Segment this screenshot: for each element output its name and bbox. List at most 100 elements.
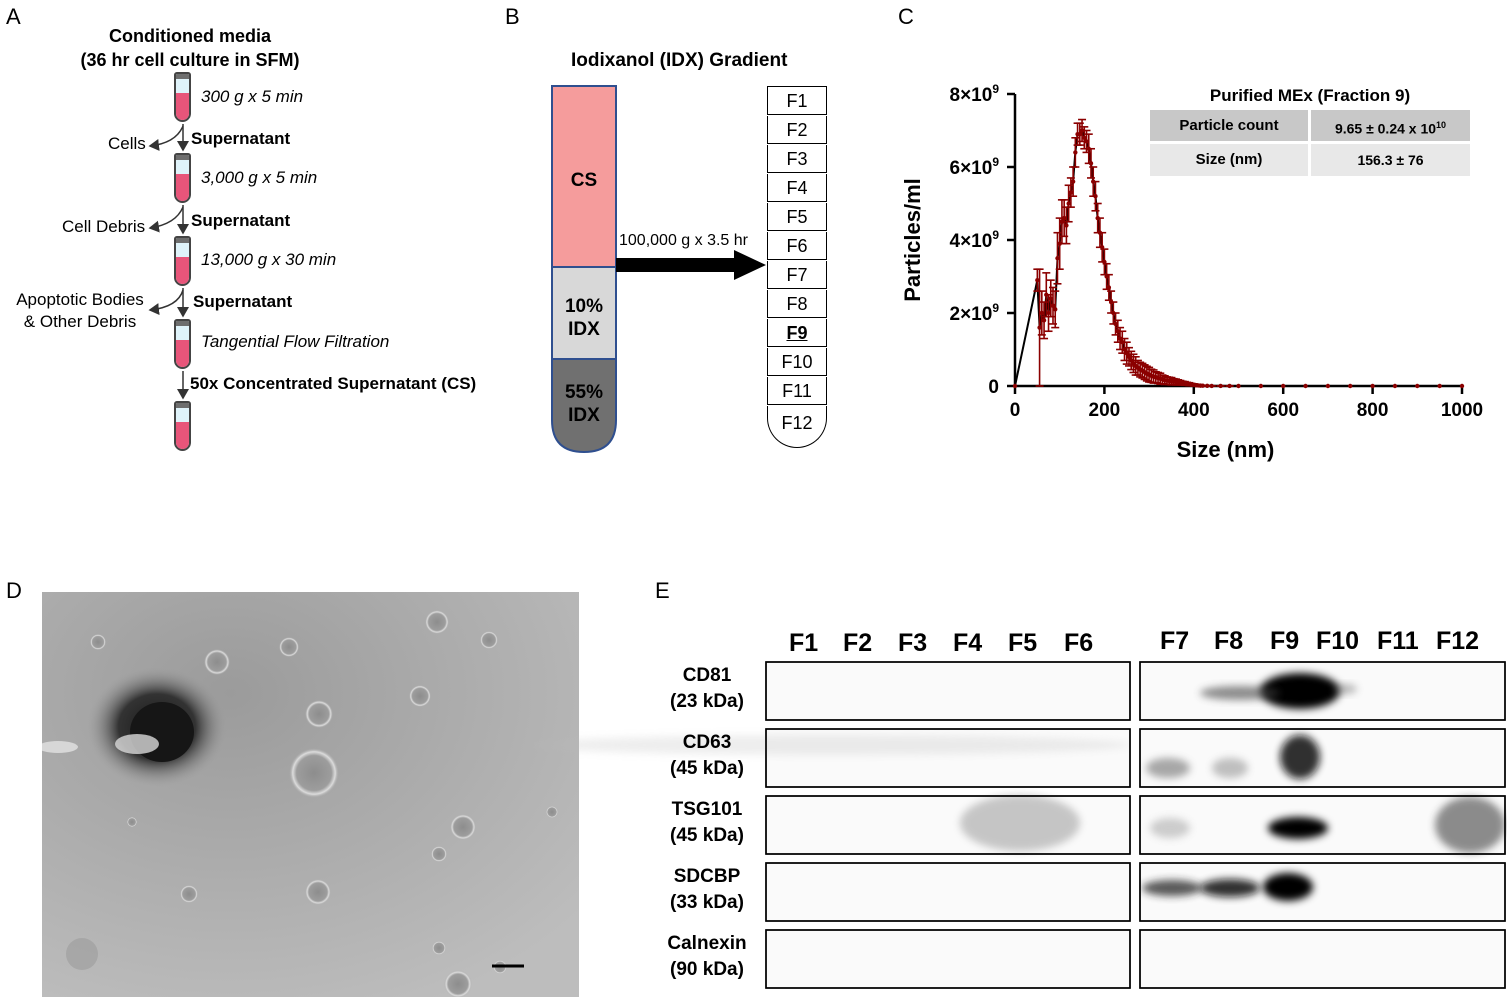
lane-label-f4: F4 — [953, 629, 983, 657]
removed-cell-debris: Cell Debris — [62, 217, 146, 236]
inset-row-1-value: 9.65 ± 0.24 x 1010 — [1311, 110, 1470, 141]
data-point — [1077, 131, 1083, 137]
lane-label-f7: F7 — [1160, 627, 1190, 655]
blot-band — [1212, 758, 1248, 778]
arrow-right-icon — [616, 250, 766, 280]
blot-band — [1280, 735, 1320, 779]
spin-step-2: 3,000 g x 5 min — [201, 168, 318, 187]
blot-band — [1142, 880, 1202, 896]
data-point — [1079, 128, 1085, 133]
layer-55-label: 55% IDX — [552, 381, 616, 427]
fraction-f6: F6 — [767, 232, 827, 260]
y-tick-label: 4×109 — [950, 228, 1000, 252]
supernatant-3: Supernatant — [193, 292, 293, 311]
lane-label-f5: F5 — [1008, 629, 1038, 657]
y-tick-label: 8×109 — [950, 82, 1000, 106]
data-point — [1227, 383, 1232, 389]
data-point — [1012, 383, 1018, 389]
fraction-f7: F7 — [767, 261, 827, 289]
panel-a-title-line2: (36 hr cell culture in SFM) — [80, 50, 300, 70]
blot-gap — [1131, 650, 1139, 997]
layer-10-idx: IDX — [568, 319, 600, 340]
data-point — [1113, 321, 1118, 327]
blot-row-label-cd81: CD81 (23 kDa) — [655, 663, 759, 715]
data-point — [1236, 383, 1241, 389]
blot-border — [765, 862, 1131, 922]
protein-kda: (45 kDa) — [670, 825, 744, 846]
data-point — [1035, 277, 1040, 283]
blot-band — [1146, 758, 1190, 778]
inset-table: Particle count 9.65 ± 0.24 x 1010 Size (… — [1150, 110, 1470, 176]
x-axis-label: Size (nm) — [1177, 437, 1275, 462]
inset-row-1-val-exp: 10 — [1436, 120, 1447, 130]
removed-cells: Cells — [108, 134, 146, 153]
data-point — [1061, 215, 1067, 221]
tube-icon — [174, 236, 191, 286]
lane-label-f10: F10 — [1316, 627, 1360, 655]
blot-panel-right — [1139, 728, 1506, 788]
data-point — [1200, 383, 1205, 388]
data-point — [1066, 201, 1071, 206]
data-point — [1205, 383, 1210, 389]
gradient-tube — [551, 85, 617, 454]
panel-a-title-line1: Conditioned media — [109, 26, 271, 46]
data-point — [1209, 383, 1214, 389]
panel-a-title: Conditioned media (36 hr cell culture in… — [40, 24, 340, 72]
data-point — [1082, 135, 1087, 140]
fraction-f4: F4 — [767, 174, 827, 202]
spin-condition: 100,000 g x 3.5 hr — [619, 232, 748, 249]
data-point — [1325, 383, 1331, 389]
data-point — [1070, 179, 1076, 184]
layer-cs-label: CS — [570, 170, 598, 191]
data-point — [1370, 383, 1375, 389]
protein-kda: (90 kDa) — [670, 959, 744, 980]
supernatant-2: Supernatant — [191, 211, 291, 230]
data-point — [1041, 318, 1047, 323]
protein-kda: (45 kDa) — [670, 758, 744, 779]
tem-micrograph — [42, 592, 579, 997]
data-point — [1392, 383, 1398, 389]
protein-name: CD63 — [682, 732, 732, 753]
data-point — [1053, 307, 1058, 312]
data-point — [1046, 310, 1051, 316]
blot-band — [1268, 817, 1328, 839]
data-point — [1073, 150, 1078, 155]
blot-border — [1139, 795, 1506, 855]
data-point — [1117, 336, 1123, 341]
inset-row-2-value: 156.3 ± 76 — [1311, 144, 1470, 176]
data-point — [1459, 383, 1465, 389]
layer-10-pct: 10% — [564, 296, 604, 317]
tube-icon — [174, 401, 191, 451]
nta-size-chart: 0 200 400 600 800 1000 0 2×109 4×109 6×109 8×109 Si… — [900, 82, 1483, 462]
panel-d-label: D — [6, 578, 22, 603]
x-tick-label: 1000 — [1441, 400, 1483, 421]
spin-step-4: Tangential Flow Filtration — [201, 332, 390, 351]
blot-panel-left — [765, 929, 1131, 989]
lane-label-f6: F6 — [1064, 629, 1094, 657]
data-point — [1258, 383, 1264, 389]
blot-row-label-calnexin: Calnexin (90 kDa) — [655, 931, 759, 983]
panel-a-arrows — [148, 124, 189, 400]
fraction-f3: F3 — [767, 145, 827, 173]
protein-name: TSG101 — [671, 799, 743, 820]
y-tick-label: 6×109 — [950, 155, 1000, 179]
blot-row-label-sdcbp: SDCBP (33 kDa) — [655, 864, 759, 916]
blot-border — [765, 728, 1131, 788]
lane-label-f1: F1 — [789, 629, 819, 657]
fraction-f2: F2 — [767, 116, 827, 144]
spin-step-3: 13,000 g x 30 min — [201, 250, 337, 269]
data-point — [1218, 383, 1223, 389]
blot-panel-right — [1139, 929, 1506, 989]
data-point — [1437, 383, 1442, 389]
blot-band — [1200, 686, 1280, 700]
gradient-title: Iodixanol (IDX) Gradient — [571, 50, 788, 71]
blot-row-label-cd63: CD63 (45 kDa) — [655, 730, 759, 782]
lane-label-f12: F12 — [1436, 627, 1480, 655]
fraction-f8: F8 — [767, 290, 827, 318]
data-point — [1093, 194, 1098, 199]
data-point — [1303, 383, 1308, 389]
blot-border — [765, 929, 1131, 989]
lane-label-f3: F3 — [898, 629, 928, 657]
blot-band — [1263, 873, 1313, 901]
data-point — [1126, 354, 1132, 359]
